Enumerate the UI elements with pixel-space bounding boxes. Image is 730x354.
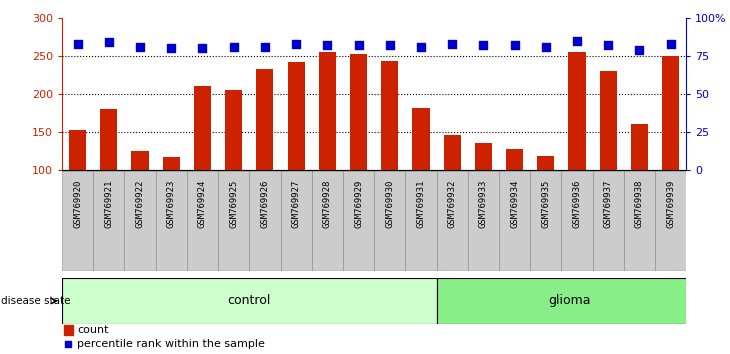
Text: count: count xyxy=(77,325,109,335)
Bar xyxy=(124,170,155,271)
Text: GSM769931: GSM769931 xyxy=(416,180,426,228)
Bar xyxy=(62,278,437,324)
Point xyxy=(228,44,239,50)
Text: GSM769939: GSM769939 xyxy=(666,180,675,228)
Text: GSM769929: GSM769929 xyxy=(354,180,363,228)
Point xyxy=(321,42,333,48)
Bar xyxy=(499,170,530,271)
Text: glioma: glioma xyxy=(548,295,591,307)
Point xyxy=(353,42,364,48)
Bar xyxy=(163,157,180,246)
Bar xyxy=(218,170,250,271)
Bar xyxy=(249,170,280,271)
Bar xyxy=(194,86,211,246)
Text: control: control xyxy=(228,295,271,307)
Point xyxy=(634,47,645,52)
Bar xyxy=(93,170,124,271)
Bar xyxy=(530,170,561,271)
Bar xyxy=(444,135,461,246)
Bar xyxy=(312,170,343,271)
Bar xyxy=(662,56,679,246)
Text: GSM769932: GSM769932 xyxy=(447,180,457,228)
Bar xyxy=(187,170,218,271)
Text: GSM769937: GSM769937 xyxy=(604,180,612,228)
Bar xyxy=(593,170,624,271)
Point xyxy=(384,42,396,48)
Point xyxy=(415,44,427,50)
Bar xyxy=(225,90,242,246)
Bar xyxy=(69,130,86,246)
Point xyxy=(196,45,208,51)
Bar xyxy=(343,170,374,271)
Bar xyxy=(655,170,686,271)
Text: GSM769933: GSM769933 xyxy=(479,180,488,228)
Point xyxy=(571,38,583,44)
Text: GSM769934: GSM769934 xyxy=(510,180,519,228)
Bar xyxy=(155,170,187,271)
Point xyxy=(509,42,520,48)
Point xyxy=(259,44,271,50)
Point xyxy=(540,44,552,50)
Bar xyxy=(437,278,702,324)
Point xyxy=(665,41,677,46)
Text: GSM769928: GSM769928 xyxy=(323,180,332,228)
Text: disease state: disease state xyxy=(1,296,71,306)
Text: GSM769927: GSM769927 xyxy=(291,180,301,228)
Point xyxy=(446,41,458,46)
Point xyxy=(63,341,74,347)
Point xyxy=(602,42,614,48)
Text: percentile rank within the sample: percentile rank within the sample xyxy=(77,339,265,349)
Bar xyxy=(131,151,149,246)
Bar xyxy=(62,170,93,271)
Bar xyxy=(350,54,367,246)
Bar xyxy=(624,170,655,271)
Bar xyxy=(319,52,336,246)
Text: GSM769924: GSM769924 xyxy=(198,180,207,228)
Bar xyxy=(412,108,429,246)
Point xyxy=(166,45,177,51)
Bar xyxy=(288,62,304,246)
Text: GSM769935: GSM769935 xyxy=(541,180,550,228)
Bar xyxy=(537,156,554,246)
Bar xyxy=(100,109,118,246)
Text: GSM769926: GSM769926 xyxy=(261,180,269,228)
Bar xyxy=(474,143,492,246)
Point xyxy=(291,41,302,46)
Bar xyxy=(256,69,274,246)
Text: GSM769930: GSM769930 xyxy=(385,180,394,228)
Bar xyxy=(561,170,593,271)
Bar xyxy=(631,124,648,246)
Point xyxy=(134,44,146,50)
Bar xyxy=(381,61,399,246)
Text: GSM769922: GSM769922 xyxy=(136,180,145,228)
Bar xyxy=(437,170,468,271)
Bar xyxy=(506,149,523,246)
Text: GSM769936: GSM769936 xyxy=(572,180,582,228)
Text: GSM769925: GSM769925 xyxy=(229,180,238,228)
Point xyxy=(72,41,83,46)
Bar xyxy=(374,170,405,271)
Bar xyxy=(280,170,312,271)
Bar xyxy=(405,170,437,271)
Text: GSM769938: GSM769938 xyxy=(635,180,644,228)
Text: GSM769920: GSM769920 xyxy=(73,180,82,228)
Bar xyxy=(468,170,499,271)
Text: GSM769923: GSM769923 xyxy=(166,180,176,228)
Point xyxy=(477,42,489,48)
Bar xyxy=(64,325,73,335)
Bar xyxy=(599,71,617,246)
Text: GSM769921: GSM769921 xyxy=(104,180,113,228)
Point xyxy=(103,39,115,45)
Bar xyxy=(569,52,585,246)
